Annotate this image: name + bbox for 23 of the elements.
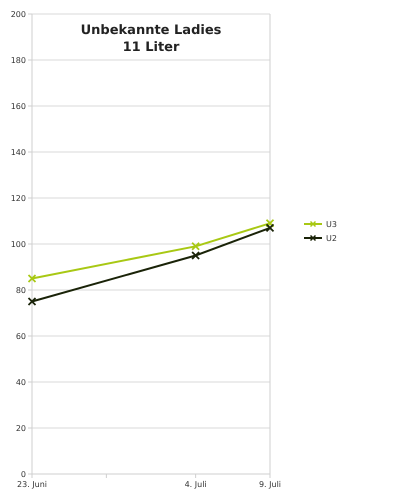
y-tick-label: 20 — [16, 424, 26, 433]
point — [28, 274, 36, 283]
y-tick-label: 160 — [10, 102, 26, 111]
legend-label: U2 — [326, 234, 337, 243]
legend-label: U3 — [326, 220, 337, 229]
y-tick-label: 80 — [16, 286, 26, 295]
x-tick-label: 9. Juli — [258, 480, 282, 489]
text: Unbekannte Ladies 11 Liter — [80, 23, 222, 55]
point — [266, 224, 274, 232]
y-tick-label: 180 — [10, 56, 26, 65]
y-tick-label: 0 — [20, 470, 26, 479]
y-tick-label: 40 — [16, 378, 26, 387]
y-tick-label: 120 — [10, 194, 26, 203]
x-tick-label: 23. Juni — [17, 480, 47, 489]
y-tick-label: 100 — [10, 240, 26, 249]
x-tick-label: 4. Juli — [184, 480, 207, 489]
y-tick-label: 140 — [10, 148, 26, 157]
y-tick-label: 60 — [16, 332, 26, 341]
y-tick-label: 200 — [10, 10, 26, 19]
point — [191, 242, 200, 251]
point — [28, 297, 36, 306]
point — [266, 218, 274, 228]
point — [191, 251, 200, 260]
